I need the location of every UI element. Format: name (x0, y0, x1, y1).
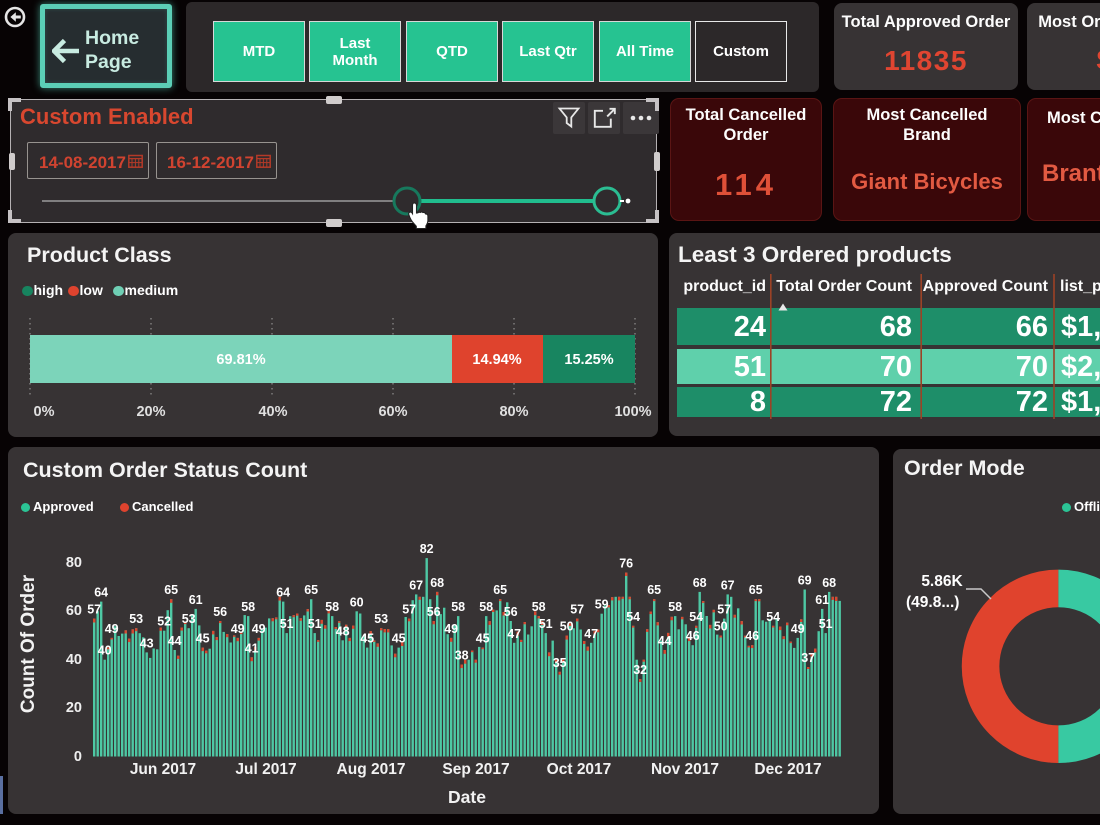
svg-text:41: 41 (245, 641, 259, 655)
svg-text:58: 58 (325, 600, 339, 614)
svg-text:68: 68 (430, 576, 444, 590)
svg-text:46: 46 (686, 629, 700, 643)
svg-text:65: 65 (164, 583, 178, 597)
svg-text:54: 54 (689, 610, 703, 624)
svg-text:15.25%: 15.25% (564, 352, 613, 368)
svg-text:Jul 2017: Jul 2017 (235, 761, 296, 778)
svg-text:53: 53 (182, 612, 196, 626)
svg-text:0%: 0% (34, 404, 55, 420)
svg-text:57: 57 (402, 603, 416, 617)
svg-text:40: 40 (98, 644, 112, 658)
svg-text:14.94%: 14.94% (472, 352, 521, 368)
svg-text:40: 40 (66, 652, 82, 668)
svg-text:Date: Date (448, 787, 486, 807)
svg-text:Sep 2017: Sep 2017 (442, 761, 509, 778)
svg-text:67: 67 (721, 578, 735, 592)
svg-text:49: 49 (231, 622, 245, 636)
svg-text:53: 53 (129, 612, 143, 626)
svg-text:Jun 2017: Jun 2017 (130, 761, 196, 778)
svg-text:48: 48 (336, 624, 350, 638)
svg-text:Nov 2017: Nov 2017 (651, 761, 719, 778)
svg-text:51: 51 (308, 617, 322, 631)
svg-text:35: 35 (553, 656, 567, 670)
svg-text:80%: 80% (499, 404, 528, 420)
svg-text:49: 49 (791, 622, 805, 636)
svg-text:50: 50 (560, 620, 574, 634)
svg-text:58: 58 (479, 600, 493, 614)
svg-text:49: 49 (105, 622, 119, 636)
svg-text:20%: 20% (136, 404, 165, 420)
svg-text:61: 61 (189, 593, 203, 607)
svg-text:54: 54 (626, 610, 640, 624)
svg-text:49: 49 (252, 622, 266, 636)
svg-text:Count Of Order: Count Of Order (18, 574, 39, 713)
svg-text:65: 65 (493, 583, 507, 597)
svg-text:60: 60 (350, 595, 364, 609)
svg-text:0: 0 (74, 749, 82, 765)
svg-text:69.81%: 69.81% (216, 352, 265, 368)
svg-text:76: 76 (619, 557, 633, 571)
svg-text:46: 46 (745, 629, 759, 643)
svg-text:82: 82 (420, 542, 434, 556)
svg-text:51: 51 (539, 617, 553, 631)
svg-text:56: 56 (213, 605, 227, 619)
svg-text:45: 45 (360, 632, 374, 646)
svg-text:65: 65 (304, 583, 318, 597)
svg-text:56: 56 (427, 605, 441, 619)
svg-text:53: 53 (374, 612, 388, 626)
svg-text:47: 47 (584, 627, 598, 641)
svg-text:58: 58 (532, 600, 546, 614)
svg-text:Aug 2017: Aug 2017 (337, 761, 406, 778)
svg-text:43: 43 (140, 636, 154, 650)
svg-text:64: 64 (94, 586, 108, 600)
svg-text:64: 64 (276, 586, 290, 600)
svg-text:51: 51 (280, 617, 294, 631)
svg-text:20: 20 (66, 700, 82, 716)
svg-text:61: 61 (815, 593, 829, 607)
svg-text:67: 67 (409, 578, 423, 592)
svg-text:58: 58 (668, 600, 682, 614)
svg-text:45: 45 (196, 632, 210, 646)
svg-text:57: 57 (87, 603, 101, 617)
svg-text:54: 54 (766, 610, 780, 624)
svg-text:68: 68 (822, 576, 836, 590)
svg-text:68: 68 (693, 576, 707, 590)
svg-text:38: 38 (455, 649, 469, 663)
svg-text:80: 80 (66, 555, 82, 571)
svg-text:65: 65 (647, 583, 661, 597)
svg-text:58: 58 (451, 600, 465, 614)
svg-text:44: 44 (168, 634, 182, 648)
svg-text:100%: 100% (614, 404, 651, 420)
svg-text:57: 57 (717, 603, 731, 617)
svg-text:32: 32 (633, 663, 647, 677)
svg-text:47: 47 (507, 627, 521, 641)
svg-text:50: 50 (714, 620, 728, 634)
svg-text:44: 44 (658, 634, 672, 648)
svg-text:60: 60 (66, 603, 82, 619)
svg-text:52: 52 (157, 615, 171, 629)
svg-text:51: 51 (819, 617, 833, 631)
svg-text:45: 45 (392, 632, 406, 646)
svg-text:(49.8...): (49.8...) (906, 594, 959, 611)
svg-text:59: 59 (595, 598, 609, 612)
svg-text:56: 56 (504, 605, 518, 619)
svg-text:65: 65 (749, 583, 763, 597)
svg-text:69: 69 (798, 574, 812, 588)
svg-text:Oct 2017: Oct 2017 (547, 761, 612, 778)
svg-text:60%: 60% (378, 404, 407, 420)
svg-text:Dec 2017: Dec 2017 (754, 761, 821, 778)
svg-text:5.86K: 5.86K (921, 573, 963, 590)
svg-text:45: 45 (476, 632, 490, 646)
svg-text:40%: 40% (258, 404, 287, 420)
svg-text:37: 37 (801, 651, 815, 665)
svg-text:49: 49 (444, 622, 458, 636)
svg-text:57: 57 (570, 603, 584, 617)
svg-text:58: 58 (241, 600, 255, 614)
